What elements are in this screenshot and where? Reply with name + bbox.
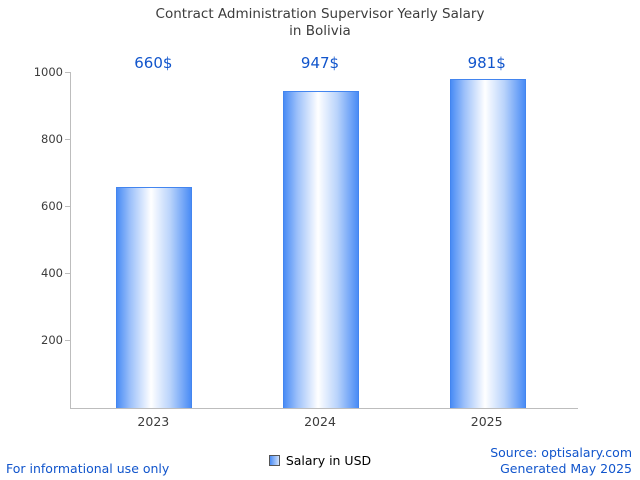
x-axis-category-label: 2023 — [137, 414, 170, 429]
generated-date: Generated May 2025 — [500, 461, 632, 476]
y-axis-tick-label: 600 — [41, 199, 63, 213]
y-axis-tick-mark — [65, 340, 71, 341]
plot-area: 200 400 600 800 1000 — [34, 65, 571, 409]
footer-disclaimer: For informational use only — [6, 461, 170, 476]
bar-value-label: 981$ — [467, 54, 506, 72]
chart-title-line1: Contract Administration Supervisor Yearl… — [155, 6, 485, 22]
y-axis-tick-mark — [65, 273, 71, 274]
bar-2025 — [449, 79, 526, 408]
bar-2024 — [283, 90, 359, 408]
y-axis-tick-label: 400 — [41, 266, 63, 280]
y-axis-tick-mark — [65, 139, 71, 140]
x-axis-line-extension — [570, 408, 578, 409]
legend-marker-icon — [268, 454, 280, 466]
y-axis-tick-label: 800 — [41, 132, 63, 146]
y-axis-tick-mark — [65, 206, 71, 207]
x-axis-category-label: 2025 — [470, 414, 503, 429]
source-link[interactable]: Source: optisalary.com — [490, 445, 632, 460]
bar-value-labels: 660$ 947$ 981$ — [70, 54, 570, 74]
y-axis-tick-label: 1000 — [33, 65, 63, 79]
x-axis-category-label: 2024 — [304, 414, 336, 429]
bar-value-label: 947$ — [300, 54, 340, 72]
legend: Salary in USD — [0, 452, 640, 468]
chart-title-line2: in Bolivia — [289, 23, 351, 39]
bar-value-label: 660$ — [134, 54, 173, 72]
chart-title: Contract Administration Supervisor Yearl… — [0, 6, 640, 40]
x-axis-labels: 2023 2024 2025 — [70, 414, 570, 430]
y-axis-tick-mark — [65, 72, 71, 73]
y-axis-tick-label: 200 — [41, 333, 63, 347]
footer-attribution: Source: optisalary.com Generated May 202… — [490, 445, 632, 477]
legend-label: Salary in USD — [285, 452, 372, 468]
bar-2023 — [116, 186, 193, 408]
